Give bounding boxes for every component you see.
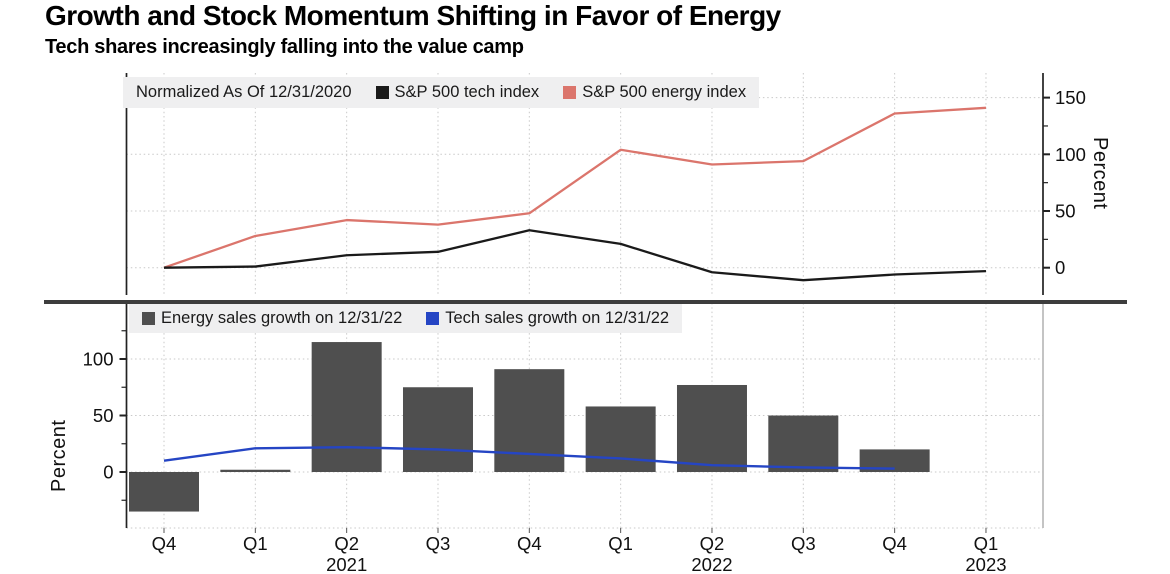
- bottom-chart-legend: Energy sales growth on 12/31/22 Tech sal…: [129, 304, 682, 333]
- svg-text:Q4: Q4: [517, 533, 542, 554]
- energy-index-swatch-icon: [563, 86, 576, 99]
- svg-text:100: 100: [1055, 144, 1086, 165]
- svg-text:0: 0: [103, 462, 113, 483]
- legend-item-energy-sales: Energy sales growth on 12/31/22: [142, 309, 402, 328]
- svg-text:50: 50: [1055, 201, 1076, 222]
- svg-text:0: 0: [1055, 257, 1065, 278]
- svg-text:Q3: Q3: [791, 533, 816, 554]
- legend-label-tech-index: S&P 500 tech index: [395, 83, 540, 102]
- svg-text:2022: 2022: [691, 554, 732, 574]
- svg-text:Q2: Q2: [700, 533, 725, 554]
- svg-text:100: 100: [83, 349, 114, 370]
- top-chart-legend: Normalized As Of 12/31/2020 S&P 500 tech…: [123, 77, 759, 108]
- svg-text:50: 50: [93, 405, 114, 426]
- svg-text:150: 150: [1055, 87, 1086, 108]
- svg-text:Q3: Q3: [426, 533, 451, 554]
- legend-item-tech-sales: Tech sales growth on 12/31/22: [426, 309, 669, 328]
- svg-text:Q1: Q1: [608, 533, 633, 554]
- energy-sales-swatch-icon: [142, 312, 155, 325]
- svg-text:Q4: Q4: [882, 533, 907, 554]
- svg-text:Q2: Q2: [334, 533, 359, 554]
- legend-note: Normalized As Of 12/31/2020: [136, 83, 352, 102]
- legend-item-energy-index: S&P 500 energy index: [563, 83, 746, 102]
- svg-text:Q1: Q1: [243, 533, 268, 554]
- legend-label-energy-index: S&P 500 energy index: [582, 83, 746, 102]
- bottom-chart-y-axis-title: Percent: [48, 372, 71, 492]
- svg-text:2023: 2023: [965, 554, 1006, 574]
- legend-label-energy-sales: Energy sales growth on 12/31/22: [161, 309, 402, 328]
- tech-index-swatch-icon: [376, 86, 389, 99]
- top-chart-y-axis-title: Percent: [1088, 137, 1111, 257]
- svg-text:2021: 2021: [326, 554, 367, 574]
- legend-label-tech-sales: Tech sales growth on 12/31/22: [445, 309, 669, 328]
- tech-sales-swatch-icon: [426, 312, 439, 325]
- chart-canvas: Growth and Stock Momentum Shifting in Fa…: [0, 0, 1170, 574]
- svg-text:Q4: Q4: [152, 533, 177, 554]
- legend-item-tech-index: S&P 500 tech index: [376, 83, 540, 102]
- svg-text:Q1: Q1: [974, 533, 999, 554]
